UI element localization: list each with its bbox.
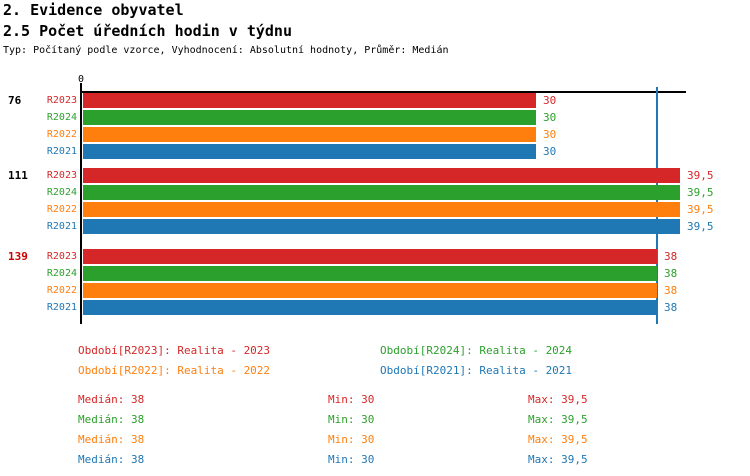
stat-max-R2024: Max: 39,5 [528, 413, 588, 426]
legend-item-R2021: Období[R2021]: Realita - 2021 [380, 364, 573, 377]
bar-value-label: 38 [664, 267, 678, 280]
bar-value-label: 39,5 [687, 169, 714, 182]
bar-series-label-R2021: R2021 [46, 302, 77, 313]
bar-series-label-R2024: R2024 [46, 187, 77, 198]
legend-item-R2022: Období[R2022]: Realita - 2022 [78, 364, 271, 377]
group-label-111: 111 [8, 169, 28, 182]
stat-min-R2023: Min: 30 [328, 393, 375, 406]
bar-value-label: 39,5 [687, 220, 714, 233]
bar-76-R2024 [83, 110, 536, 125]
page-title: 2. Evidence obyvatel [3, 1, 184, 19]
bar-139-R2022 [83, 283, 657, 298]
bar-value-label: 38 [664, 250, 678, 263]
legend-item-R2023: Období[R2023]: Realita - 2023 [78, 344, 271, 357]
bar-76-R2021 [83, 144, 536, 159]
stat-min-R2021: Min: 30 [328, 453, 375, 466]
bar-value-label: 30 [543, 111, 557, 124]
bar-139-R2024 [83, 266, 657, 281]
bar-111-R2024 [83, 185, 680, 200]
bar-139-R2023 [83, 249, 657, 264]
bar-139-R2021 [83, 300, 657, 315]
bar-value-label: 30 [543, 145, 557, 158]
group-label-76: 76 [8, 94, 22, 107]
y-axis-line [80, 91, 82, 324]
bar-111-R2023 [83, 168, 680, 183]
x-axis-origin-label: 0 [77, 74, 85, 85]
bar-76-R2023 [83, 93, 536, 108]
x-axis-origin-tick [80, 83, 82, 97]
bar-series-label-R2021: R2021 [46, 146, 77, 157]
stat-median-R2023: Medián: 38 [78, 393, 145, 406]
bar-111-R2022 [83, 202, 680, 217]
bar-series-label-R2023: R2023 [46, 95, 77, 106]
stat-min-R2024: Min: 30 [328, 413, 375, 426]
stat-median-R2022: Medián: 38 [78, 433, 145, 446]
stat-max-R2022: Max: 39,5 [528, 433, 588, 446]
x-axis-line [81, 91, 686, 93]
bar-series-label-R2022: R2022 [46, 285, 77, 296]
bar-series-label-R2023: R2023 [46, 251, 77, 262]
bar-series-label-R2023: R2023 [46, 170, 77, 181]
stat-median-R2024: Medián: 38 [78, 413, 145, 426]
stat-min-R2022: Min: 30 [328, 433, 375, 446]
bar-76-R2022 [83, 127, 536, 142]
chart-meta-line: Typ: Počítaný podle vzorce, Vyhodnocení:… [3, 45, 449, 56]
bar-value-label: 30 [543, 128, 557, 141]
stat-max-R2023: Max: 39,5 [528, 393, 588, 406]
bar-value-label: 39,5 [687, 186, 714, 199]
chart-title: 2.5 Počet úředních hodin v týdnu [3, 22, 292, 40]
bar-value-label: 39,5 [687, 203, 714, 216]
bar-111-R2021 [83, 219, 680, 234]
stat-median-R2021: Medián: 38 [78, 453, 145, 466]
group-label-139: 139 [8, 250, 28, 263]
bar-series-label-R2022: R2022 [46, 129, 77, 140]
bar-series-label-R2024: R2024 [46, 112, 77, 123]
bar-series-label-R2024: R2024 [46, 268, 77, 279]
bar-series-label-R2021: R2021 [46, 221, 77, 232]
bar-value-label: 30 [543, 94, 557, 107]
stat-max-R2021: Max: 39,5 [528, 453, 588, 466]
legend-item-R2024: Období[R2024]: Realita - 2024 [380, 344, 573, 357]
bar-series-label-R2022: R2022 [46, 204, 77, 215]
bar-value-label: 38 [664, 301, 678, 314]
bar-value-label: 38 [664, 284, 678, 297]
